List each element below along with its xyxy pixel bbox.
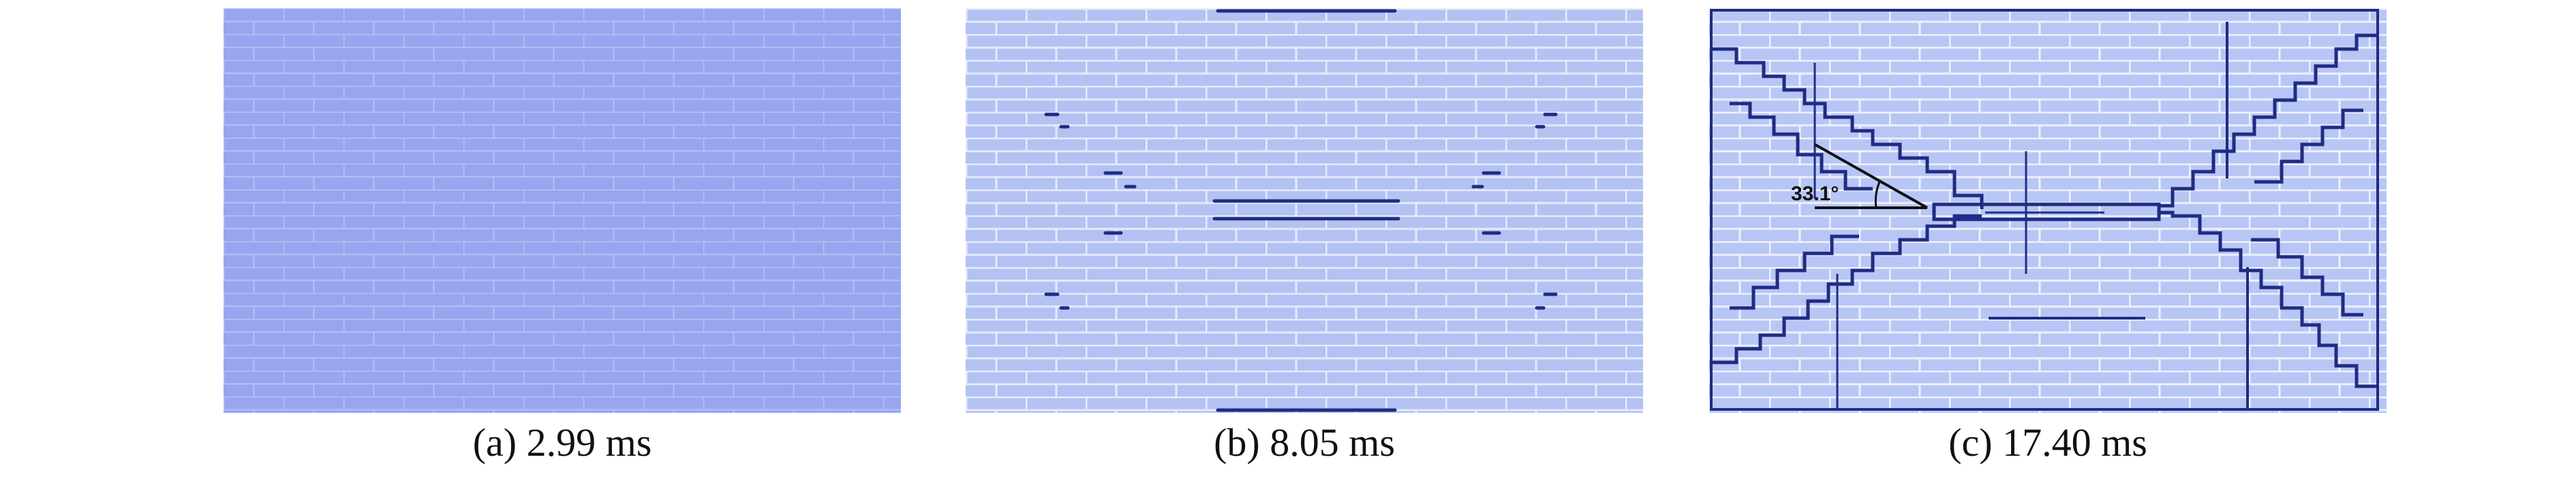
wall-border [1710, 9, 2379, 411]
angle-label: 33.1° [1791, 183, 1839, 205]
angle-hypotenuse [1814, 143, 1928, 209]
brick-wall-b [966, 8, 1643, 413]
caption-a: (a) 2.99 ms [472, 420, 652, 465]
caption-c: (c) 17.40 ms [1948, 420, 2147, 465]
crack-lines-c [1713, 22, 2377, 410]
crack-inner-left [1730, 102, 1873, 191]
crack-center-horizontal [1932, 202, 2161, 221]
crack-inner-right-2 [2251, 238, 2363, 317]
brick-pattern-b [966, 8, 1643, 413]
wall-panel-c: 33.1° [1709, 8, 2387, 413]
brick-wall-a [224, 8, 901, 413]
wall-panel-a [224, 8, 901, 413]
brick-pattern-a [224, 8, 901, 413]
crack-inner-right [2254, 108, 2363, 184]
crack-diagonal-upper-left [1713, 47, 1984, 209]
crack-lines-b [1044, 9, 1558, 412]
wall-panel-b [966, 8, 1643, 413]
angle-arc [1874, 181, 1881, 208]
caption-b: (b) 8.05 ms [1214, 420, 1395, 465]
brick-wall-c: 33.1° [1709, 8, 2387, 413]
brick-pattern-c [1709, 8, 2387, 413]
crack-inner-left-2 [1730, 234, 1859, 310]
crack-diagonal-lower-right [2159, 211, 2377, 388]
angle-annotation: 33.1° [1791, 143, 1928, 209]
crack-diagonal-lower-left [1713, 214, 1982, 364]
crack-diagonal-upper-right [2159, 33, 2377, 208]
